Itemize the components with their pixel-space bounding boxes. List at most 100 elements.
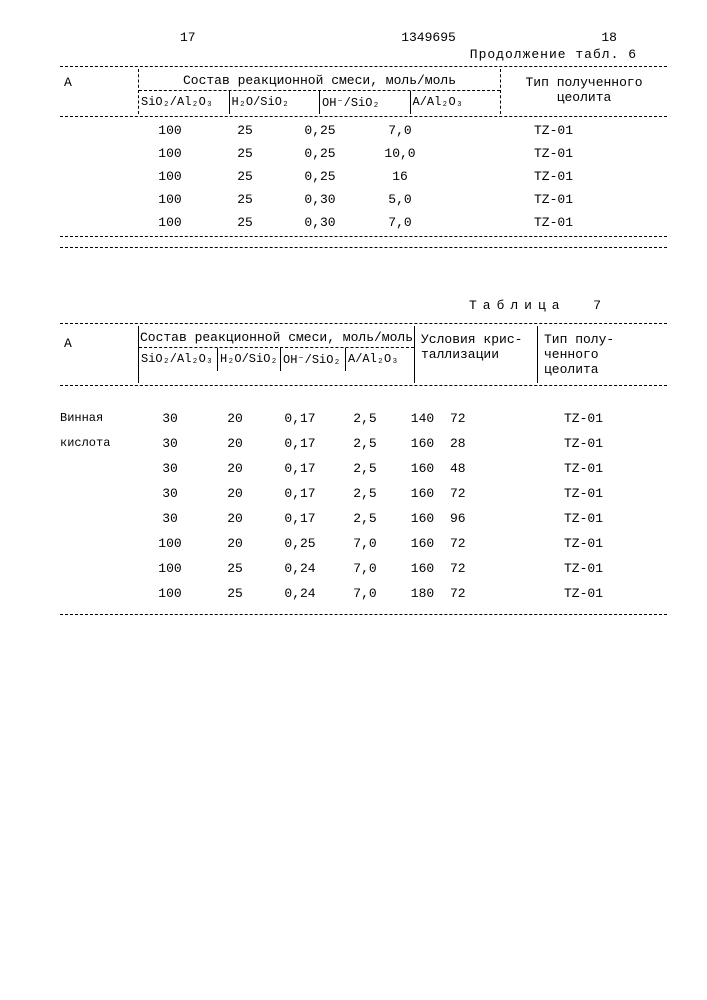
cell: TZ-01: [500, 511, 667, 526]
cell: 100: [130, 192, 210, 207]
cell: TZ-01: [500, 586, 667, 601]
table6-header: A Состав реакционной смеси, моль/моль Si…: [60, 69, 667, 114]
cell: 25: [210, 146, 280, 161]
table-row: Винная30200,172,514072TZ-01: [60, 406, 667, 431]
cell: 25: [205, 561, 265, 576]
table7-header-cond: Условия крис-таллизации: [415, 326, 538, 383]
table6-group-title: Состав реакционной смеси, моль/моль: [139, 69, 500, 91]
cell: 0,17: [265, 461, 335, 476]
cell: 25: [210, 169, 280, 184]
table-row: 100250,307,0TZ-01: [60, 211, 667, 234]
cell: кислота: [60, 436, 135, 451]
cell: TZ-01: [500, 486, 667, 501]
cell: 0,25: [280, 123, 360, 138]
cell: 25: [210, 123, 280, 138]
cell: 2,5: [335, 411, 395, 426]
table7-title-word: Таблица: [469, 298, 566, 313]
cell: 100: [130, 123, 210, 138]
table7-sub4: A/Al₂O₃: [346, 348, 405, 371]
table-row: 100250,247,016072TZ-01: [60, 556, 667, 581]
cell: 160: [395, 536, 450, 551]
cell: 30: [135, 436, 205, 451]
cell: 0,30: [280, 192, 360, 207]
divider: [60, 385, 667, 386]
table6-sub3: OH⁻/SiO₂: [320, 91, 411, 114]
table-row: 100200,257,016072TZ-01: [60, 531, 667, 556]
cell: 72: [450, 586, 500, 601]
cell: 0,24: [265, 561, 335, 576]
cell: 20: [205, 536, 265, 551]
cell: 30: [135, 486, 205, 501]
divider: [60, 66, 667, 67]
table7-title: Таблица 7: [60, 298, 607, 313]
cell: [60, 461, 135, 476]
cell: 0,30: [280, 215, 360, 230]
cell: 30: [135, 411, 205, 426]
cell: 2,5: [335, 511, 395, 526]
table6-header-z: Тип полученного цеолита: [501, 69, 667, 114]
cell: 20: [205, 486, 265, 501]
cell: 5,0: [360, 192, 440, 207]
cell: 0,25: [280, 146, 360, 161]
cell: [60, 169, 130, 184]
table7-sub3: OH⁻/SiO₂: [281, 348, 346, 371]
table6-sub1: SiO₂/Al₂O₃: [139, 91, 230, 114]
cell: TZ-01: [500, 461, 667, 476]
divider: [60, 323, 667, 324]
cell: 2,5: [335, 486, 395, 501]
cell: TZ-01: [440, 123, 667, 138]
table6-subheaders: SiO₂/Al₂O₃ H₂O/SiO₂ OH⁻/SiO₂ A/Al₂O₃: [139, 91, 500, 114]
table-row: 100250,257,0TZ-01: [60, 119, 667, 142]
table7-sub1: SiO₂/Al₂O₃: [139, 348, 218, 371]
cell: 16: [360, 169, 440, 184]
cell: 96: [450, 511, 500, 526]
table-row: 30200,172,516048TZ-01: [60, 456, 667, 481]
cell: [60, 561, 135, 576]
document-page: 17 1349695 18 Продолжение табл. 6 A Сост…: [0, 0, 707, 1000]
cell: 0,17: [265, 511, 335, 526]
cell: 100: [130, 146, 210, 161]
cell: 20: [205, 436, 265, 451]
table7-subheaders: SiO₂/Al₂O₃ H₂O/SiO₂ OH⁻/SiO₂ A/Al₂O₃: [139, 348, 414, 371]
cell: 140: [395, 411, 450, 426]
cell: 25: [210, 215, 280, 230]
cell: 72: [450, 486, 500, 501]
table-row: 100250,247,018072TZ-01: [60, 581, 667, 606]
cell: 100: [135, 586, 205, 601]
table7-header-group: Состав реакционной смеси, моль/моль SiO₂…: [139, 326, 415, 383]
cell: 30: [135, 511, 205, 526]
patent-number: 1349695: [401, 30, 456, 45]
divider: [60, 614, 667, 615]
cell: 30: [135, 461, 205, 476]
cell: 7,0: [360, 215, 440, 230]
table6-header-group: Состав реакционной смеси, моль/моль SiO₂…: [139, 69, 501, 114]
cell: TZ-01: [440, 192, 667, 207]
table6-body: 100250,257,0TZ-01100250,2510,0TZ-0110025…: [60, 119, 667, 234]
cell: 20: [205, 411, 265, 426]
cell: 2,5: [335, 461, 395, 476]
table-row: 30200,172,516072TZ-01: [60, 481, 667, 506]
cell: [60, 123, 130, 138]
page-number-row: 17 1349695 18: [60, 30, 667, 45]
divider: [60, 236, 667, 237]
cell: TZ-01: [440, 169, 667, 184]
cell: 7,0: [335, 586, 395, 601]
cell: 20: [205, 461, 265, 476]
table-row: 100250,2510,0TZ-01: [60, 142, 667, 165]
table7-sub2: H₂O/SiO₂: [218, 348, 281, 371]
continuation-label: Продолжение табл. 6: [60, 47, 637, 62]
cell: TZ-01: [500, 536, 667, 551]
cell: 7,0: [335, 536, 395, 551]
cell: 100: [135, 536, 205, 551]
cell: 100: [130, 215, 210, 230]
cell: TZ-01: [500, 436, 667, 451]
cell: [60, 536, 135, 551]
spacer: [60, 388, 667, 406]
table7-group-title: Состав реакционной смеси, моль/моль: [139, 326, 414, 348]
cell: 72: [450, 561, 500, 576]
cell: 160: [395, 486, 450, 501]
page-number-right: 18: [601, 30, 617, 45]
cell: 160: [395, 436, 450, 451]
cell: 160: [395, 561, 450, 576]
cell: 0,25: [265, 536, 335, 551]
